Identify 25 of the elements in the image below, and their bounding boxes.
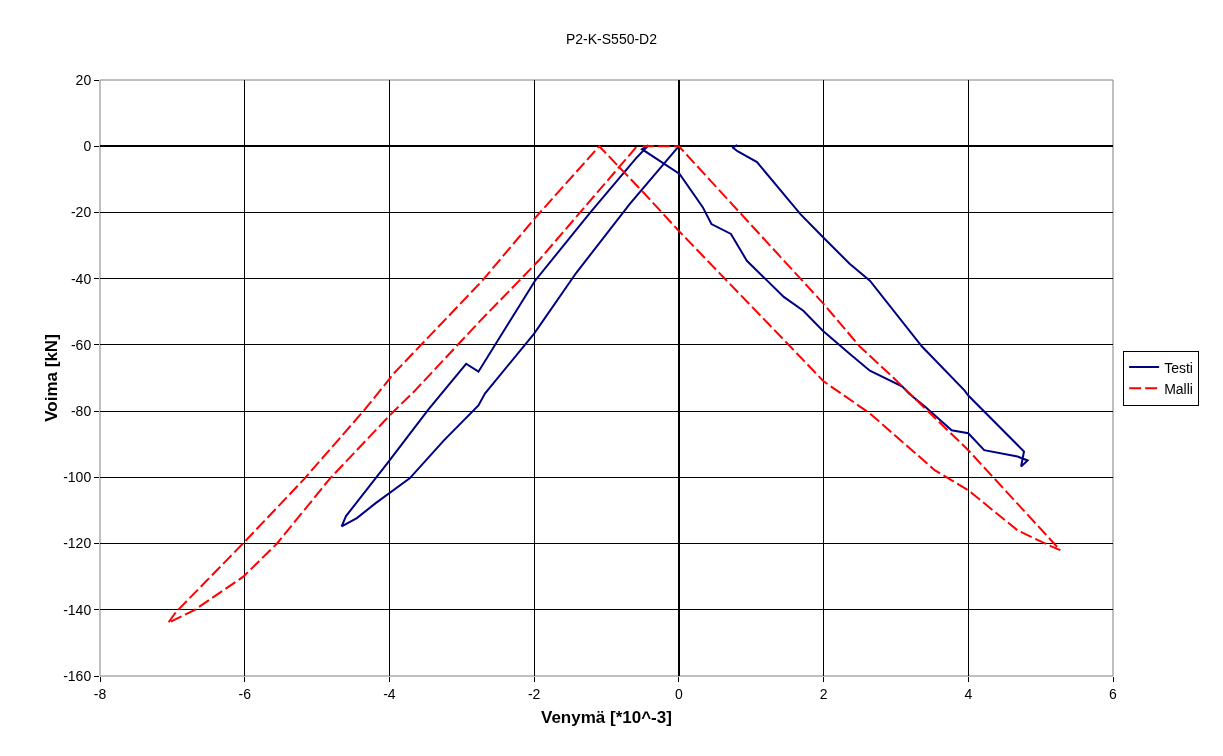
x-tick-label: 6 bbox=[1109, 685, 1118, 702]
y-tick-label: 0 bbox=[83, 138, 92, 155]
x-tick-label: -4 bbox=[383, 685, 396, 702]
chart-title: P2-K-S550-D2 bbox=[565, 30, 658, 47]
x-axis-title: Venymä [*10^-3] bbox=[541, 708, 672, 727]
legend-label: Testi bbox=[1164, 359, 1193, 376]
legend-label: Malli bbox=[1164, 380, 1193, 397]
y-tick-label: 20 bbox=[75, 71, 92, 88]
x-tick-label: -8 bbox=[93, 685, 107, 702]
y-tick-label: -20 bbox=[70, 204, 92, 221]
y-tick-label: -80 bbox=[70, 403, 92, 420]
x-tick-label: -6 bbox=[238, 685, 252, 702]
x-tick-label: 2 bbox=[819, 685, 828, 702]
y-tick-label: -120 bbox=[63, 535, 92, 552]
y-tick-label: -60 bbox=[70, 336, 92, 353]
line-series bbox=[167, 145, 1062, 625]
y-tick-label: -140 bbox=[63, 601, 92, 618]
y-tick-label: -40 bbox=[70, 270, 92, 287]
y-tick-label: -100 bbox=[63, 469, 92, 486]
y-tick-label: -160 bbox=[63, 667, 92, 684]
line-series bbox=[340, 144, 1029, 528]
x-tick-label: -2 bbox=[527, 685, 541, 702]
x-tick-label: 4 bbox=[964, 685, 973, 702]
x-tick-label: 0 bbox=[674, 685, 683, 702]
y-axis-title: Voima [kN] bbox=[41, 334, 61, 422]
